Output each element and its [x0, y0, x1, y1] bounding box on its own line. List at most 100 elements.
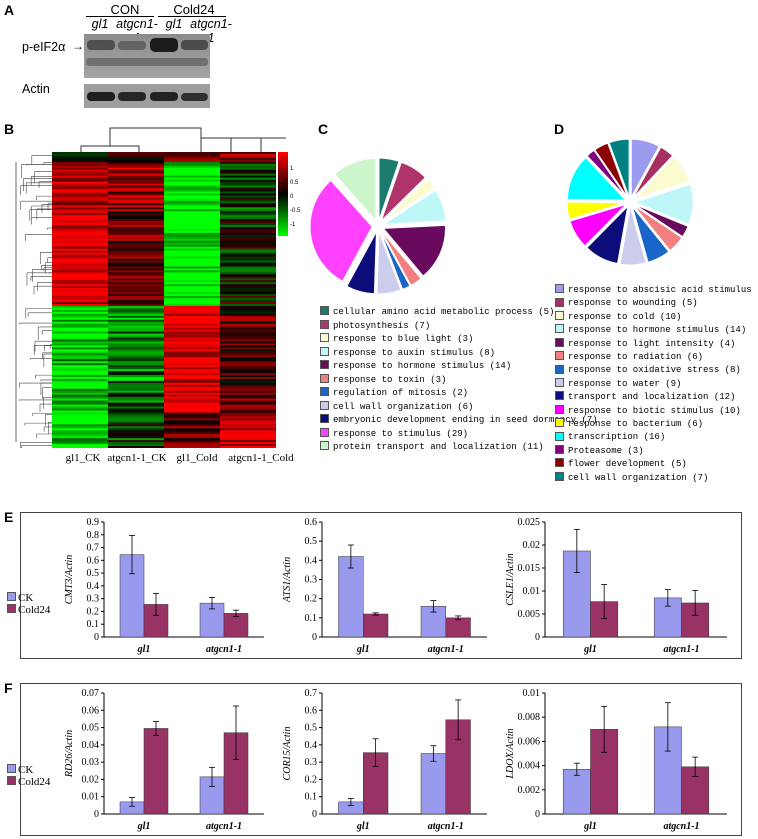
heatmap-cell — [220, 398, 276, 402]
legend-label: Proteasome (3) — [568, 445, 644, 456]
heatmap-cell — [220, 384, 276, 388]
heatmap-cell — [108, 394, 164, 398]
heatmap-cell — [164, 434, 220, 437]
panel-e-frame — [20, 512, 742, 659]
pie-slice — [619, 206, 647, 266]
bar-chart-cmt3: CMT3/Actin 0 0.1 0.20.3 0.4 0.5 0.60.7 0.8 0.9 gl… — [64, 517, 264, 655]
heatmap-cell — [220, 252, 276, 256]
heatmap-cell — [164, 392, 220, 396]
heatmap-cell — [164, 195, 220, 198]
x-tick-label: atgcn1-1 — [206, 821, 242, 832]
pie-legend-d: response to abscisic acid stimulus (10) r… — [555, 284, 758, 499]
x-tick-label: atgcn1-1 — [663, 644, 699, 655]
heatmap-column-label: gl1_CK — [65, 452, 101, 464]
heatmap-cell — [108, 371, 164, 374]
legend-label: regulation of mitosis (2) — [333, 388, 469, 398]
heatmap-cell — [52, 294, 108, 297]
bar-chart-cor15: COR15/Actin 0 0.1 0.2 0.3 0.4 0.5 0.6 0.7 gl1 atgc… — [282, 688, 487, 832]
heatmap-cell — [108, 398, 164, 402]
scale-tick: 0.5 — [290, 180, 299, 186]
heatmap-cell — [52, 165, 108, 169]
heatmap-cell — [108, 317, 164, 321]
heatmap-cell — [108, 309, 164, 313]
heatmap-cell — [220, 386, 276, 390]
heatmap-cell — [52, 234, 108, 238]
heatmap-cell — [164, 406, 220, 409]
x-tick-label: atgcn1-1 — [206, 644, 242, 655]
heatmap-cell — [220, 339, 276, 342]
heatmap-cell — [52, 301, 108, 305]
heatmap-cell — [52, 412, 108, 415]
heatmap-cell — [108, 313, 164, 317]
blot-lane-label: gl1 — [165, 17, 183, 31]
y-tick-label: 0.01 — [523, 688, 541, 699]
heatmap-cell — [108, 337, 164, 340]
heatmap-cell — [220, 225, 276, 228]
y-tick-label: 0 — [94, 632, 99, 643]
heatmap-cell — [108, 414, 164, 417]
heatmap-cell — [220, 416, 276, 419]
heatmap-cell — [164, 167, 220, 171]
heatmap-cell — [164, 384, 220, 388]
heatmap-cell — [108, 404, 164, 407]
heatmap-cell — [220, 408, 276, 411]
heatmap-cell — [52, 321, 108, 325]
pie-slice — [634, 203, 689, 238]
legend-swatch — [555, 310, 564, 320]
heatmap-cell — [164, 294, 220, 297]
heatmap-cell — [108, 209, 164, 212]
heatmap-cell — [164, 159, 220, 163]
heatmap-cell — [52, 296, 108, 299]
heatmap-cell — [220, 303, 276, 307]
heatmap-cell — [108, 171, 164, 175]
heatmap-cell — [52, 260, 108, 263]
heatmap-cell — [52, 305, 108, 309]
heatmap-cell — [164, 321, 220, 325]
legend-e: CK Cold24 — [7, 592, 50, 616]
heatmap-cell — [108, 301, 164, 305]
heatmap-cell — [52, 376, 108, 380]
heatmap-cell — [220, 191, 276, 194]
heatmap-cell — [164, 248, 220, 252]
heatmap-cell — [220, 207, 276, 210]
heatmap-cell — [52, 303, 108, 307]
legend-ck-label: CK — [18, 764, 34, 776]
heatmap-cell — [108, 410, 164, 413]
pie-slice — [633, 204, 683, 252]
heatmap-cell — [220, 380, 276, 384]
heatmap-cell — [108, 248, 164, 252]
legend-swatch — [320, 400, 329, 410]
heatmap-cell — [52, 203, 108, 206]
y-tick-label: 0.1 — [305, 613, 318, 624]
heatmap-cell — [52, 205, 108, 208]
heatmap-cell — [164, 244, 220, 248]
heatmap-cell — [164, 402, 220, 405]
heatmap-cell — [52, 258, 108, 261]
heatmap-cell — [220, 317, 276, 321]
heatmap-cell — [164, 309, 220, 313]
heatmap-cell — [220, 440, 276, 443]
heatmap-cell — [108, 252, 164, 256]
heatmap-cell — [108, 374, 164, 378]
heatmap-cell — [220, 240, 276, 244]
heatmap-cell — [164, 422, 220, 425]
y-tick-label: 0.002 — [518, 785, 541, 796]
legend-label: cell wall organization (6) — [333, 401, 474, 412]
heatmap-cell — [220, 179, 276, 182]
heatmap-cell — [220, 258, 276, 261]
pie-slice — [380, 161, 427, 222]
legend-swatch — [555, 351, 564, 361]
heatmap-cell — [108, 169, 164, 173]
legend-label: response to abscisic acid stimulus (10) — [568, 285, 758, 295]
heatmap-cell — [52, 378, 108, 382]
y-tick-label: 0.6 — [305, 517, 318, 528]
ck-swatch — [7, 592, 16, 601]
pie-slice — [586, 204, 629, 265]
legend-swatch — [320, 441, 329, 451]
heatmap-cell — [108, 341, 164, 344]
heatmap-cell — [52, 388, 108, 392]
heatmap-cell — [164, 319, 220, 323]
y-tick-label: 0.7 — [87, 543, 100, 554]
heatmap-cell — [108, 167, 164, 171]
heatmap-cell — [220, 272, 276, 275]
